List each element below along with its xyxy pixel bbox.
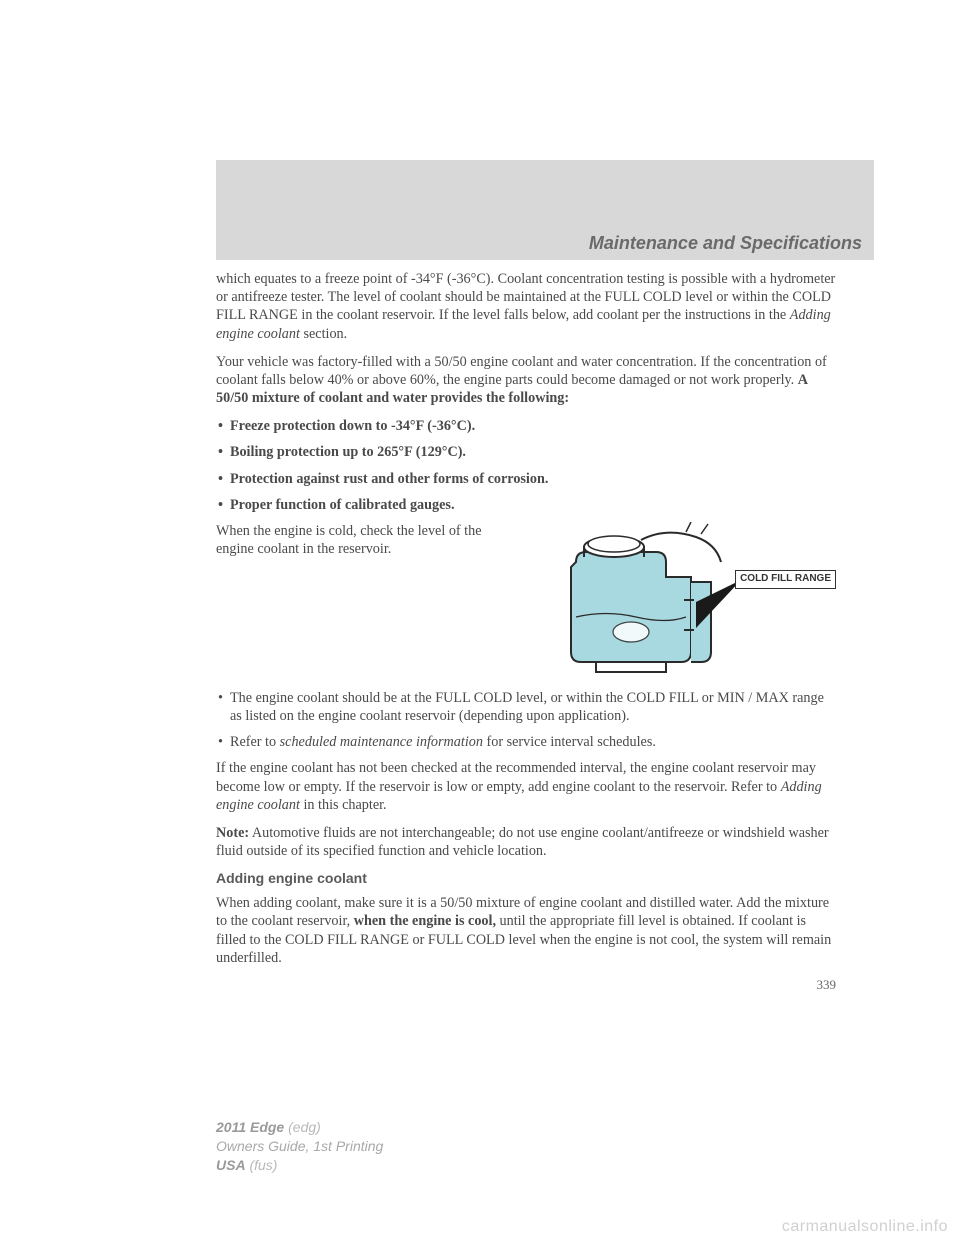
b2i2-italic: scheduled maintenance information [280, 734, 483, 750]
coolant-reservoir-diagram: COLD FILL RANGE [536, 522, 836, 677]
page-content: which equates to a freeze point of -34°F… [216, 270, 836, 993]
p4-a: If the engine coolant has not been check… [216, 760, 816, 794]
bullet-item: Freeze protection down to -34°F (-36°C). [216, 417, 836, 435]
footer-region: USA [216, 1157, 246, 1173]
header-title: Maintenance and Specifications [589, 233, 862, 254]
p5-rest: Automotive fluids are not interchangeabl… [216, 825, 829, 859]
b2i2-b: for service interval schedules. [483, 734, 656, 750]
section-heading: Adding engine coolant [216, 870, 836, 888]
p3-text: When the engine is cold, check the level… [216, 522, 520, 677]
p2-text-a: Your vehicle was factory-filled with a 5… [216, 354, 827, 388]
p6-bold: when the engine is cool, [354, 913, 496, 929]
footer-line-2: Owners Guide, 1st Printing [216, 1137, 383, 1156]
p1-text-b: section. [300, 326, 347, 342]
bullet-item: Refer to scheduled maintenance informati… [216, 733, 836, 751]
cold-fill-range-label: COLD FILL RANGE [735, 570, 836, 589]
b2i2-a: Refer to [230, 734, 280, 750]
p4-b: in this chapter. [300, 797, 387, 813]
footer-model: 2011 Edge [216, 1119, 284, 1135]
paragraph-6: When adding coolant, make sure it is a 5… [216, 894, 836, 967]
paragraph-5: Note: Automotive fluids are not intercha… [216, 824, 836, 860]
paragraph-2: Your vehicle was factory-filled with a 5… [216, 353, 836, 408]
bullet-list-1: Freeze protection down to -34°F (-36°C).… [216, 417, 836, 514]
bullet-item: Protection against rust and other forms … [216, 470, 836, 488]
bullet-item: The engine coolant should be at the FULL… [216, 689, 836, 725]
footer-line-1: 2011 Edge (edg) [216, 1118, 383, 1137]
reservoir-svg [536, 522, 836, 677]
footer-region-code: (fus) [249, 1157, 277, 1173]
p1-text-a: which equates to a freeze point of -34°F… [216, 271, 835, 323]
paragraph-4: If the engine coolant has not been check… [216, 759, 836, 814]
footer-block: 2011 Edge (edg) Owners Guide, 1st Printi… [216, 1118, 383, 1175]
bullet-list-2: The engine coolant should be at the FULL… [216, 689, 836, 752]
page-number: 339 [216, 977, 836, 994]
paragraph-1: which equates to a freeze point of -34°F… [216, 270, 836, 343]
image-text-row: When the engine is cold, check the level… [216, 522, 836, 677]
bullet-item: Boiling protection up to 265°F (129°C). [216, 443, 836, 461]
bullet-item: Proper function of calibrated gauges. [216, 496, 836, 514]
header-bar: Maintenance and Specifications [216, 160, 874, 260]
footer-model-code: (edg) [288, 1119, 321, 1135]
footer-line-3: USA (fus) [216, 1156, 383, 1175]
watermark: carmanualsonline.info [782, 1218, 948, 1236]
p5-bold: Note: [216, 825, 249, 841]
